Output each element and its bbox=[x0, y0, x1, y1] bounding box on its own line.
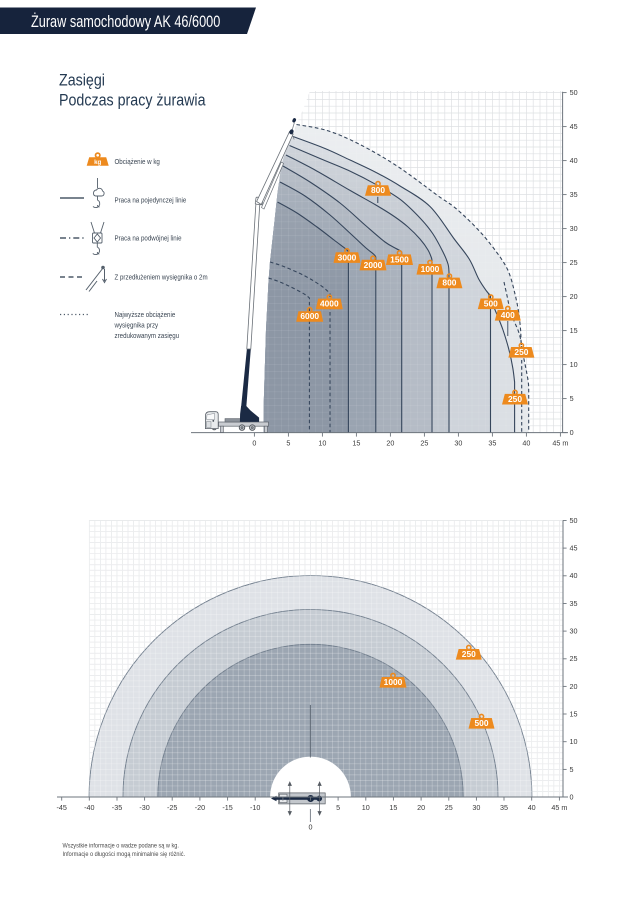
svg-text:25: 25 bbox=[570, 258, 578, 267]
svg-text:500: 500 bbox=[475, 718, 489, 728]
svg-text:15: 15 bbox=[570, 326, 578, 335]
svg-text:0: 0 bbox=[252, 439, 256, 448]
svg-text:15: 15 bbox=[570, 709, 578, 718]
svg-text:5: 5 bbox=[570, 765, 574, 774]
svg-text:15: 15 bbox=[352, 439, 360, 448]
svg-text:2000: 2000 bbox=[364, 260, 383, 270]
svg-text:20: 20 bbox=[386, 439, 394, 448]
svg-text:10: 10 bbox=[570, 360, 578, 369]
svg-text:35: 35 bbox=[570, 190, 578, 199]
svg-text:45 m: 45 m bbox=[552, 439, 568, 448]
svg-text:3000: 3000 bbox=[338, 252, 357, 262]
svg-text:-30: -30 bbox=[139, 803, 149, 812]
svg-text:45: 45 bbox=[570, 544, 578, 553]
svg-text:10: 10 bbox=[570, 737, 578, 746]
svg-text:25: 25 bbox=[570, 654, 578, 663]
svg-text:30: 30 bbox=[454, 439, 462, 448]
svg-text:-25: -25 bbox=[167, 803, 177, 812]
svg-text:Praca na podwójnej linie: Praca na podwójnej linie bbox=[115, 235, 182, 243]
svg-text:-20: -20 bbox=[195, 803, 205, 812]
svg-text:30: 30 bbox=[570, 627, 578, 636]
svg-text:Najwyższe obciążenie: Najwyższe obciążenie bbox=[115, 312, 176, 320]
svg-text:Z przedłużeniem wysięgnika o 2: Z przedłużeniem wysięgnika o 2m bbox=[115, 274, 208, 282]
svg-text:10: 10 bbox=[318, 439, 326, 448]
svg-text:1000: 1000 bbox=[384, 677, 403, 687]
svg-text:20: 20 bbox=[417, 803, 425, 812]
svg-text:Informacje o długości mogą min: Informacje o długości mogą minimalnie si… bbox=[63, 852, 186, 858]
svg-text:kg: kg bbox=[94, 159, 101, 166]
svg-text:-45: -45 bbox=[57, 803, 67, 812]
svg-text:250: 250 bbox=[462, 649, 476, 659]
svg-text:250: 250 bbox=[508, 394, 522, 404]
svg-text:500: 500 bbox=[484, 299, 498, 309]
svg-text:Obciążenie w kg: Obciążenie w kg bbox=[115, 159, 161, 167]
svg-text:0: 0 bbox=[570, 792, 574, 801]
svg-text:45: 45 bbox=[570, 122, 578, 131]
svg-text:0: 0 bbox=[309, 823, 313, 832]
svg-text:40: 40 bbox=[570, 156, 578, 165]
svg-text:35: 35 bbox=[570, 599, 578, 608]
svg-text:1000: 1000 bbox=[421, 264, 440, 274]
svg-text:Żuraw samochodowy AK 46/6000: Żuraw samochodowy AK 46/6000 bbox=[31, 11, 220, 31]
svg-text:-35: -35 bbox=[112, 803, 122, 812]
svg-text:Praca na pojedynczej linie: Praca na pojedynczej linie bbox=[115, 197, 187, 205]
svg-text:5: 5 bbox=[286, 439, 290, 448]
svg-text:0: 0 bbox=[570, 428, 574, 437]
svg-text:wysięgnika przy: wysięgnika przy bbox=[114, 322, 159, 330]
svg-text:10: 10 bbox=[362, 803, 370, 812]
svg-text:30: 30 bbox=[570, 224, 578, 233]
svg-text:6000: 6000 bbox=[300, 311, 319, 321]
svg-text:20: 20 bbox=[570, 682, 578, 691]
svg-text:30: 30 bbox=[472, 803, 480, 812]
svg-text:40: 40 bbox=[522, 439, 530, 448]
svg-text:35: 35 bbox=[500, 803, 508, 812]
svg-text:50: 50 bbox=[570, 516, 578, 525]
svg-text:-10: -10 bbox=[250, 803, 260, 812]
svg-text:35: 35 bbox=[488, 439, 496, 448]
svg-text:zredukowanym zasięgu: zredukowanym zasięgu bbox=[115, 333, 180, 341]
svg-text:4000: 4000 bbox=[320, 299, 339, 309]
svg-text:-15: -15 bbox=[222, 803, 232, 812]
svg-text:25: 25 bbox=[420, 439, 428, 448]
svg-text:15: 15 bbox=[389, 803, 397, 812]
svg-text:40: 40 bbox=[570, 571, 578, 580]
svg-text:5: 5 bbox=[336, 803, 340, 812]
svg-text:20: 20 bbox=[570, 292, 578, 301]
svg-text:Zasięgi: Zasięgi bbox=[59, 71, 105, 89]
svg-text:45 m: 45 m bbox=[551, 803, 567, 812]
svg-text:800: 800 bbox=[371, 185, 385, 195]
svg-text:40: 40 bbox=[528, 803, 536, 812]
svg-text:800: 800 bbox=[442, 278, 456, 288]
svg-text:5: 5 bbox=[570, 394, 574, 403]
svg-text:250: 250 bbox=[514, 347, 528, 357]
svg-text:-40: -40 bbox=[84, 803, 94, 812]
svg-text:1500: 1500 bbox=[390, 254, 409, 264]
svg-text:400: 400 bbox=[501, 310, 515, 320]
svg-text:Podczas pracy żurawia: Podczas pracy żurawia bbox=[59, 92, 206, 110]
svg-text:25: 25 bbox=[445, 803, 453, 812]
svg-text:Wszystkie informacje o wadze p: Wszystkie informacje o wadze podane są w… bbox=[63, 843, 180, 849]
svg-text:50: 50 bbox=[570, 88, 578, 97]
